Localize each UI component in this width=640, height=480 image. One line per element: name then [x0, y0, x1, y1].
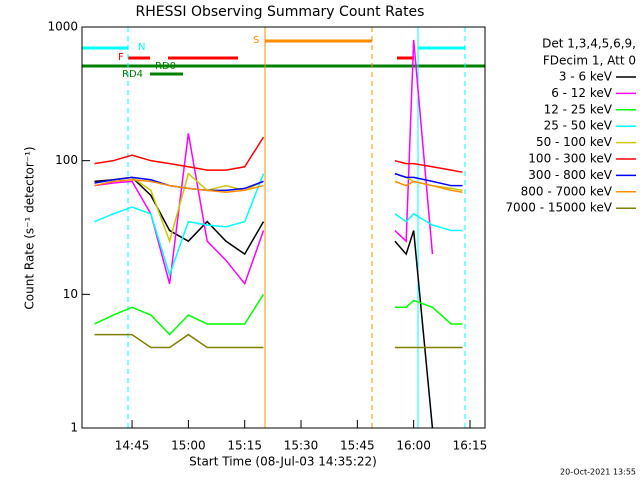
series-line — [94, 333, 463, 349]
legend-label: 50 - 100 keV — [536, 135, 613, 149]
x-tick-label: 15:00 — [171, 439, 206, 453]
flag-bars — [82, 27, 485, 428]
series-line — [94, 178, 463, 194]
x-tick-label: 14:45 — [115, 439, 150, 453]
flag-label: N — [138, 42, 145, 53]
legend-label: 800 - 7000 keV — [521, 184, 613, 198]
x-tick-label: 15:30 — [284, 439, 319, 453]
x-tick-label: 16:15 — [453, 439, 488, 453]
legend-label: 25 - 50 keV — [544, 119, 613, 133]
y-tick-label: 10 — [63, 287, 78, 301]
legend-label: 100 - 300 keV — [528, 152, 612, 166]
flag-label: RD4 — [122, 69, 143, 80]
legend-label: 300 - 800 keV — [528, 168, 612, 182]
flag-label: F — [118, 52, 124, 63]
plot-frame — [81, 26, 486, 429]
series-line — [94, 293, 463, 336]
y-axis-label: Count Rate (s⁻¹ detector⁻¹) — [23, 146, 37, 309]
note: FDecim 1, Att 0 — [543, 54, 636, 68]
legend-label: 6 - 12 keV — [551, 86, 613, 100]
y-tick-label: 1000 — [47, 20, 78, 34]
note: Det 1,3,4,5,6,9, — [542, 37, 636, 51]
legend-label: 12 - 25 keV — [544, 102, 613, 116]
footer: 20-Oct-2021 13:55 — [560, 468, 636, 477]
legend-label: 7000 - 15000 keV — [505, 201, 612, 215]
x-tick-label: 15:45 — [340, 439, 375, 453]
series-line — [94, 173, 463, 278]
x-axis-label: Start Time (08-Jul-03 14:35:22) — [189, 455, 377, 469]
series-line — [94, 39, 434, 286]
x-tick-label: 15:15 — [227, 439, 262, 453]
series-line — [94, 176, 434, 429]
series-line — [94, 136, 463, 173]
x-tick-label: 16:00 — [396, 439, 431, 453]
legend-label: 3 - 6 keV — [559, 70, 613, 84]
y-tick-label: 1 — [70, 421, 78, 435]
flag-label: S — [253, 35, 259, 46]
y-tick-label: 100 — [55, 153, 78, 167]
chart-title: RHESSI Observing Summary Count Rates — [136, 4, 425, 20]
flag-label: RD0 — [155, 61, 176, 72]
